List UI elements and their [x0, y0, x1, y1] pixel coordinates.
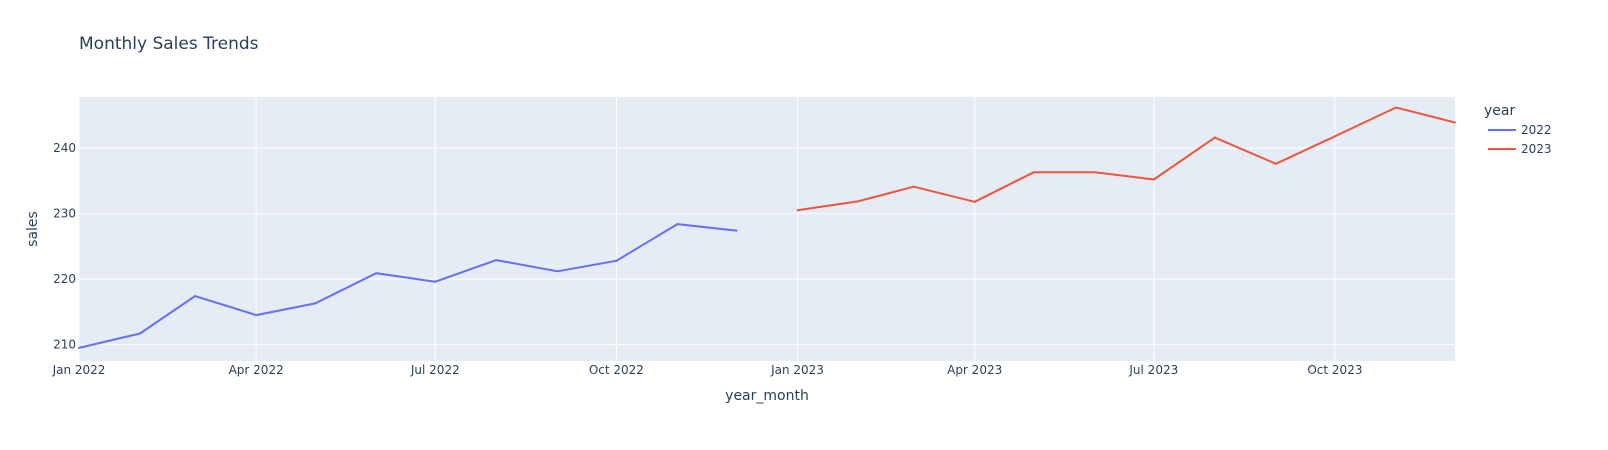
data-point-2022[interactable] — [676, 223, 679, 226]
data-point-2022[interactable] — [434, 280, 437, 283]
x-tick-label: Jan 2023 — [770, 363, 824, 377]
y-tick-label: 230 — [53, 207, 76, 221]
x-tick-label: Apr 2022 — [229, 363, 284, 377]
data-point-2023[interactable] — [1394, 106, 1397, 109]
data-point-2023[interactable] — [1152, 178, 1155, 181]
data-point-2022[interactable] — [139, 332, 142, 335]
data-point-2022[interactable] — [194, 295, 197, 298]
y-axis-title: sales — [25, 211, 41, 247]
data-point-2022[interactable] — [495, 259, 498, 262]
data-point-2023[interactable] — [796, 209, 799, 212]
data-point-2023[interactable] — [973, 200, 976, 203]
data-point-2022[interactable] — [615, 259, 618, 262]
y-tick-label: 220 — [53, 272, 76, 286]
x-tick-label: Jan 2022 — [52, 363, 106, 377]
legend-item-2022[interactable]: 2022 — [1488, 123, 1552, 137]
data-point-2023[interactable] — [912, 185, 915, 188]
data-point-2023[interactable] — [1333, 135, 1336, 138]
x-tick-label: Apr 2023 — [947, 363, 1002, 377]
data-point-2023[interactable] — [1032, 171, 1035, 174]
legend-label: 2022 — [1521, 123, 1552, 137]
axis-ticks: Jan 2022 Apr 2022 Jul 2022 Oct 2022 Jan 2023… — [52, 141, 1363, 377]
x-tick-label: Oct 2022 — [589, 363, 644, 377]
legend-title: year — [1484, 103, 1515, 119]
data-point-2022[interactable] — [255, 314, 258, 317]
data-point-2022[interactable] — [735, 229, 738, 232]
series-line-2023[interactable] — [797, 106, 1456, 212]
data-point-2023[interactable] — [1093, 171, 1096, 174]
x-tick-label: Jul 2022 — [410, 363, 460, 377]
data-point-2023[interactable] — [1454, 121, 1456, 124]
x-tick-label: Jul 2023 — [1128, 363, 1178, 377]
x-tick-label: Oct 2023 — [1307, 363, 1362, 377]
gridlines — [78, 97, 1455, 361]
data-point-2023[interactable] — [1213, 136, 1216, 139]
y-tick-label: 210 — [53, 338, 76, 352]
data-point-2022[interactable] — [314, 302, 317, 305]
legend[interactable]: year 2022 2023 — [1484, 103, 1552, 156]
y-tick-label: 240 — [53, 141, 76, 155]
plot-area — [79, 97, 1455, 361]
data-point-2022[interactable] — [375, 272, 378, 275]
series-lines — [78, 106, 1456, 349]
chart-title: Monthly Sales Trends — [79, 34, 259, 54]
x-axis-title: year_month — [725, 388, 809, 404]
series-line-2022[interactable] — [78, 223, 737, 349]
legend-label: 2023 — [1521, 142, 1552, 156]
data-point-2023[interactable] — [857, 200, 860, 203]
data-point-2023[interactable] — [1274, 162, 1277, 165]
data-point-2022[interactable] — [78, 346, 80, 349]
legend-item-2023[interactable]: 2023 — [1488, 142, 1552, 156]
data-point-2022[interactable] — [556, 270, 559, 273]
